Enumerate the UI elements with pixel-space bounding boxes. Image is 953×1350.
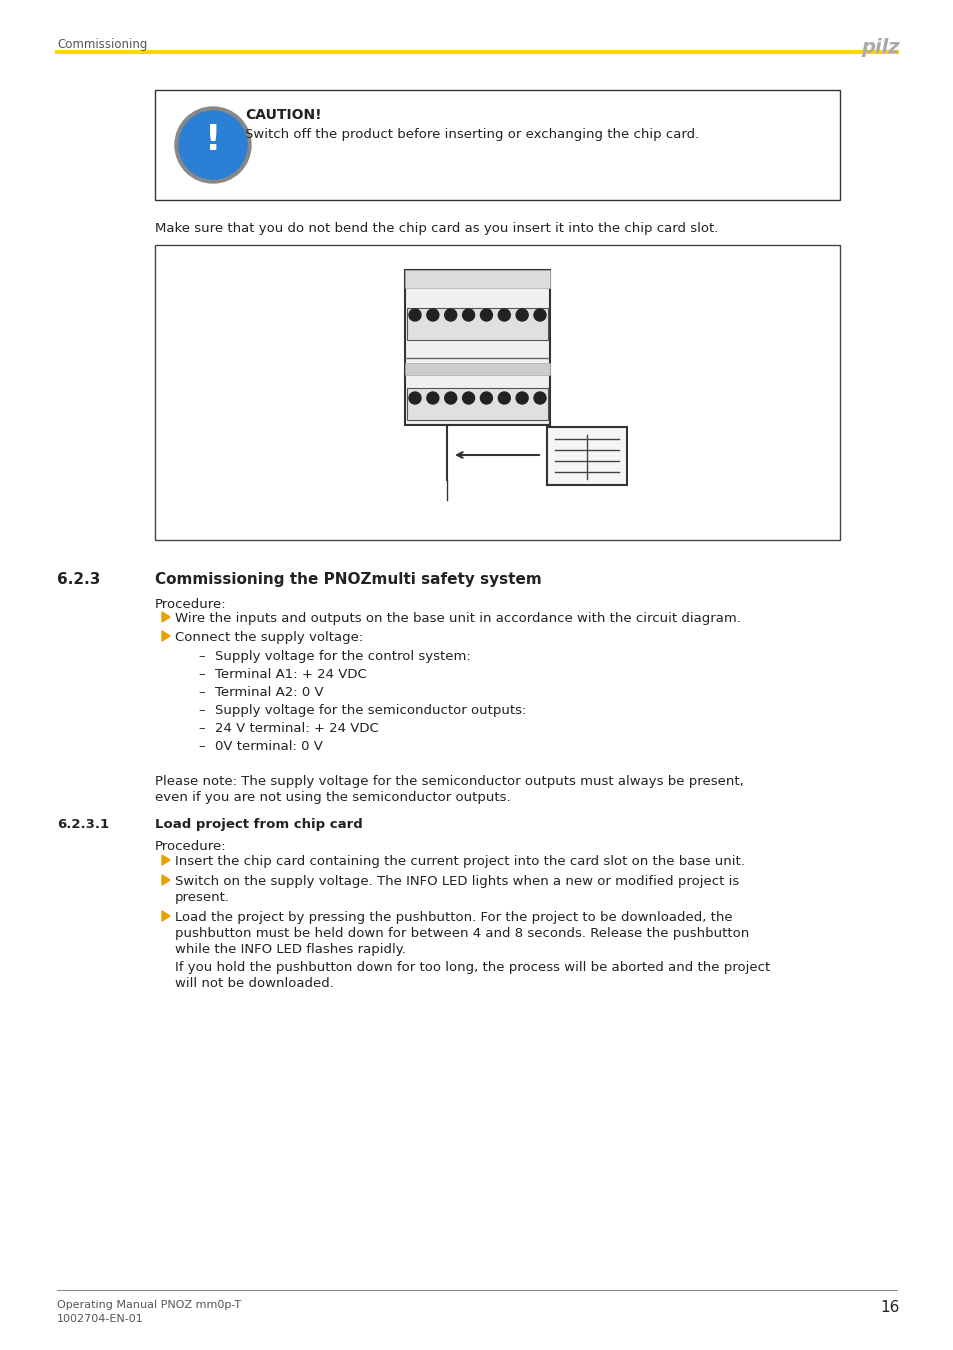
Text: Wire the inputs and outputs on the base unit in accordance with the circuit diag: Wire the inputs and outputs on the base … [174,612,740,625]
Text: 24 V terminal: + 24 VDC: 24 V terminal: + 24 VDC [214,722,378,734]
Text: present.: present. [174,891,230,904]
Text: Please note: The supply voltage for the semiconductor outputs must always be pre: Please note: The supply voltage for the … [154,775,743,788]
Circle shape [480,309,492,321]
Text: CAUTION!: CAUTION! [245,108,321,122]
Text: Procedure:: Procedure: [154,598,227,612]
Text: pushbutton must be held down for between 4 and 8 seconds. Release the pushbutton: pushbutton must be held down for between… [174,927,748,940]
FancyBboxPatch shape [405,363,550,375]
Text: –: – [198,740,204,753]
Polygon shape [162,612,170,622]
Circle shape [409,392,420,404]
Circle shape [516,392,528,404]
Text: Make sure that you do not bend the chip card as you insert it into the chip card: Make sure that you do not bend the chip … [154,221,718,235]
Circle shape [174,107,251,184]
Text: Terminal A2: 0 V: Terminal A2: 0 V [214,686,323,699]
Circle shape [179,111,247,180]
Circle shape [426,309,438,321]
Text: pilz: pilz [861,38,899,57]
FancyBboxPatch shape [546,427,626,485]
Circle shape [497,309,510,321]
FancyBboxPatch shape [405,270,550,288]
Text: Switch on the supply voltage. The INFO LED lights when a new or modified project: Switch on the supply voltage. The INFO L… [174,875,739,888]
Text: 16: 16 [880,1300,899,1315]
Polygon shape [162,630,170,641]
Polygon shape [162,911,170,921]
Text: –: – [198,686,204,699]
Circle shape [480,392,492,404]
Text: –: – [198,703,204,717]
Text: Switch off the product before inserting or exchanging the chip card.: Switch off the product before inserting … [245,128,699,140]
Circle shape [534,392,545,404]
Text: –: – [198,668,204,680]
Circle shape [444,309,456,321]
Circle shape [426,392,438,404]
Text: Supply voltage for the control system:: Supply voltage for the control system: [214,649,470,663]
Text: Procedure:: Procedure: [154,840,227,853]
Text: 6.2.3: 6.2.3 [57,572,100,587]
Polygon shape [162,855,170,865]
FancyBboxPatch shape [407,308,547,340]
Text: Load project from chip card: Load project from chip card [154,818,362,832]
Text: Commissioning: Commissioning [57,38,147,51]
Text: 1002704-EN-01: 1002704-EN-01 [57,1314,144,1324]
Text: while the INFO LED flashes rapidly.: while the INFO LED flashes rapidly. [174,944,405,956]
FancyBboxPatch shape [407,387,547,420]
Circle shape [462,309,474,321]
Text: Insert the chip card containing the current project into the card slot on the ba: Insert the chip card containing the curr… [174,855,744,868]
Text: Connect the supply voltage:: Connect the supply voltage: [174,630,363,644]
Text: Supply voltage for the semiconductor outputs:: Supply voltage for the semiconductor out… [214,703,526,717]
Text: If you hold the pushbutton down for too long, the process will be aborted and th: If you hold the pushbutton down for too … [174,961,769,973]
Text: !: ! [205,123,221,157]
Circle shape [497,392,510,404]
FancyBboxPatch shape [154,90,840,200]
Circle shape [534,309,545,321]
Text: Terminal A1: + 24 VDC: Terminal A1: + 24 VDC [214,668,366,680]
Circle shape [444,392,456,404]
Text: –: – [198,649,204,663]
Circle shape [462,392,474,404]
FancyBboxPatch shape [405,270,550,425]
Circle shape [516,309,528,321]
Text: 0V terminal: 0 V: 0V terminal: 0 V [214,740,322,753]
Text: will not be downloaded.: will not be downloaded. [174,977,334,990]
Circle shape [409,309,420,321]
Polygon shape [162,875,170,886]
Text: –: – [198,722,204,734]
Text: even if you are not using the semiconductor outputs.: even if you are not using the semiconduc… [154,791,510,805]
FancyBboxPatch shape [154,244,840,540]
Text: Operating Manual PNOZ mm0p-T: Operating Manual PNOZ mm0p-T [57,1300,241,1310]
Text: Commissioning the PNOZmulti safety system: Commissioning the PNOZmulti safety syste… [154,572,541,587]
Text: 6.2.3.1: 6.2.3.1 [57,818,109,832]
Text: Load the project by pressing the pushbutton. For the project to be downloaded, t: Load the project by pressing the pushbut… [174,911,732,923]
